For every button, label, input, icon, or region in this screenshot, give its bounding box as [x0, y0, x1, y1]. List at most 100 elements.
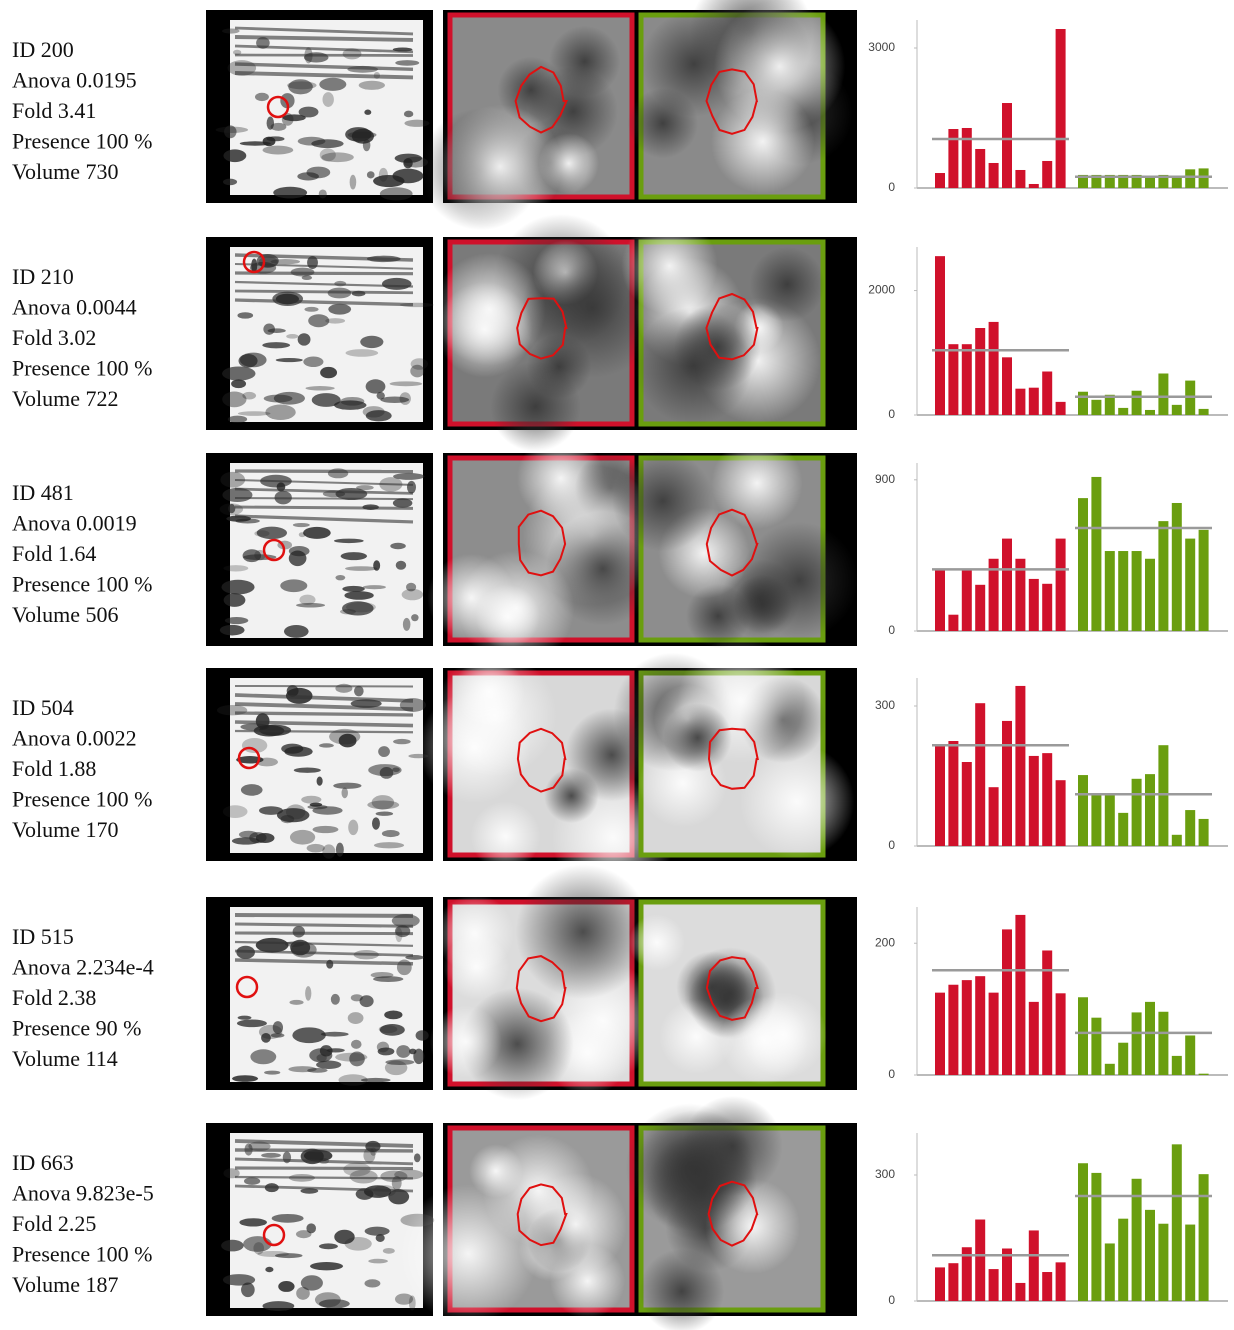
gel-spot [359, 81, 385, 90]
spot-info: Fold 1.88 [12, 756, 96, 781]
bar [948, 741, 958, 846]
gel-spot [336, 843, 344, 857]
spot-info: Presence 100 % [12, 572, 153, 597]
gel-spot [316, 1061, 341, 1069]
bar [1199, 530, 1209, 631]
bar [962, 762, 972, 846]
y-tick-label: 200 [875, 935, 895, 949]
gel-spot [404, 120, 429, 127]
gel-spot [223, 565, 248, 571]
zoom-shade [714, 1, 845, 132]
gel-spot [304, 307, 318, 312]
bar [1185, 539, 1195, 631]
gel-spot [322, 844, 335, 858]
gel-spot [349, 1052, 365, 1067]
gel-spot [348, 820, 358, 836]
bar [1118, 408, 1128, 415]
gel-spot [342, 788, 348, 799]
gel-spot [411, 614, 418, 621]
gel-spot [377, 392, 385, 400]
gel-spot [262, 342, 290, 348]
gel-spot [223, 149, 246, 162]
gel-spot [367, 171, 375, 178]
gel-streak [235, 713, 413, 715]
gel-spot [342, 601, 374, 615]
gel-spot [292, 1027, 325, 1043]
gel-spot [368, 1259, 388, 1264]
gel-spot [382, 830, 400, 837]
gel-spot [345, 127, 371, 142]
zoom-shade [516, 864, 651, 999]
figure: ID 200Anova 0.0195Fold 3.41Presence 100 … [0, 0, 1234, 1330]
gel-spot [396, 1045, 410, 1058]
gel-spot [365, 1227, 390, 1236]
gel-spot [364, 110, 371, 115]
gel-spot [317, 777, 323, 786]
zoom-shade [741, 992, 827, 1078]
spot-info: Presence 90 % [12, 1016, 142, 1041]
bar [989, 322, 999, 415]
spot-info: Volume 187 [12, 1272, 119, 1297]
gel-spot [305, 986, 311, 1001]
bar [935, 993, 945, 1075]
gel-spot [286, 334, 298, 339]
spot-info: Volume 170 [12, 817, 119, 842]
gel-spot [350, 1170, 378, 1184]
gel-spot [335, 684, 352, 693]
bar [1145, 410, 1155, 415]
gel-spot [224, 593, 246, 607]
gel-spot [313, 826, 339, 833]
gel-spot [294, 768, 321, 773]
gel-spot [298, 137, 326, 146]
gel-spot [322, 92, 333, 107]
bar [935, 256, 945, 415]
bar [948, 344, 958, 415]
bar [1185, 169, 1195, 188]
gel-spot [308, 314, 329, 327]
spot-info: Volume 506 [12, 602, 119, 627]
gel-streak [235, 471, 413, 472]
gel-spot [303, 357, 323, 368]
bar [1015, 1283, 1025, 1301]
gel-spot [373, 976, 403, 982]
gel-spot [225, 617, 248, 624]
bar [1145, 1002, 1155, 1075]
gel-spot [297, 172, 319, 180]
bar [1199, 168, 1209, 188]
spot-info: ID 663 [12, 1150, 74, 1175]
gel-spot [303, 527, 331, 539]
spot-info: Presence 100 % [12, 1242, 153, 1267]
gel-spot [367, 801, 399, 810]
bar [1091, 477, 1101, 631]
gel-spot [380, 187, 413, 200]
gel-spot [320, 367, 337, 378]
gel-spot [376, 812, 394, 816]
bar [1078, 775, 1088, 846]
gel-spot [409, 1049, 416, 1055]
spot-info: Volume 722 [12, 386, 119, 411]
gel-spot [299, 107, 319, 118]
gel-spot [222, 392, 246, 408]
gel-spot [240, 353, 267, 368]
bar [989, 1269, 999, 1301]
bar [962, 128, 972, 188]
zoom-shade [435, 894, 514, 973]
zoom-shade [539, 133, 599, 193]
gel-spot [262, 1301, 294, 1311]
zoom-shade [454, 657, 525, 728]
gel-spot [228, 416, 247, 423]
zoom-shade [750, 247, 825, 322]
gel-spot [237, 312, 253, 318]
gel-spot [228, 504, 235, 513]
bar [1158, 1012, 1168, 1075]
gel-spot [263, 137, 276, 146]
bar [1118, 1219, 1128, 1301]
bar [935, 745, 945, 846]
y-tick-label: 2000 [868, 283, 895, 297]
gel-spot [360, 995, 374, 1007]
bar [1145, 1210, 1155, 1301]
gel-spot [276, 358, 303, 362]
bar [1105, 794, 1115, 846]
zoom-shade [430, 1005, 502, 1077]
gel-spot [416, 1030, 429, 1040]
